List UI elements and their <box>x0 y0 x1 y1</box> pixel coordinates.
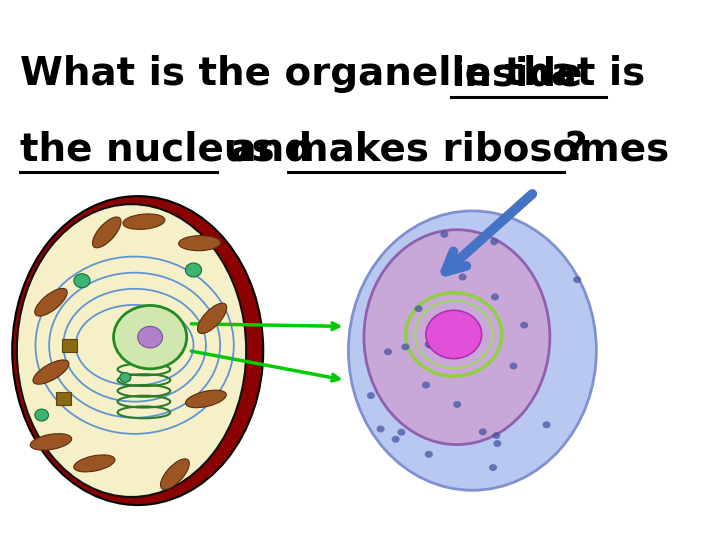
Ellipse shape <box>73 455 115 472</box>
FancyBboxPatch shape <box>56 393 71 406</box>
Ellipse shape <box>92 217 121 248</box>
Ellipse shape <box>35 409 48 421</box>
Ellipse shape <box>422 382 430 389</box>
Text: and: and <box>217 130 325 168</box>
Ellipse shape <box>479 428 487 435</box>
Ellipse shape <box>520 322 528 329</box>
Ellipse shape <box>489 464 497 471</box>
Text: makes ribosomes: makes ribosomes <box>288 130 670 168</box>
Ellipse shape <box>33 360 69 384</box>
Ellipse shape <box>35 288 67 316</box>
Ellipse shape <box>197 303 227 334</box>
Ellipse shape <box>12 196 264 505</box>
Ellipse shape <box>120 373 131 382</box>
Ellipse shape <box>348 211 596 490</box>
Ellipse shape <box>543 421 551 428</box>
Text: inside: inside <box>451 55 582 93</box>
Ellipse shape <box>492 432 500 439</box>
Ellipse shape <box>425 451 433 458</box>
Ellipse shape <box>74 274 90 288</box>
Text: What is the organelle that is: What is the organelle that is <box>20 55 659 93</box>
Ellipse shape <box>401 343 410 350</box>
Ellipse shape <box>161 459 189 489</box>
Ellipse shape <box>397 429 405 436</box>
Ellipse shape <box>384 348 392 355</box>
Ellipse shape <box>426 342 434 349</box>
Ellipse shape <box>426 310 482 359</box>
Ellipse shape <box>510 362 518 369</box>
Ellipse shape <box>186 390 226 408</box>
Ellipse shape <box>364 230 550 444</box>
Ellipse shape <box>459 274 467 281</box>
Text: ?: ? <box>564 130 587 168</box>
Text: the nucleus: the nucleus <box>20 130 274 168</box>
Ellipse shape <box>392 436 400 443</box>
Ellipse shape <box>441 231 449 238</box>
Ellipse shape <box>425 341 433 348</box>
Ellipse shape <box>415 305 423 312</box>
Ellipse shape <box>30 434 72 450</box>
Ellipse shape <box>17 204 246 497</box>
Ellipse shape <box>490 238 498 245</box>
Ellipse shape <box>138 326 163 348</box>
Ellipse shape <box>186 263 202 277</box>
Ellipse shape <box>493 440 501 447</box>
FancyBboxPatch shape <box>62 339 77 352</box>
Ellipse shape <box>179 235 221 251</box>
Ellipse shape <box>367 392 375 399</box>
Ellipse shape <box>114 306 186 369</box>
Ellipse shape <box>453 401 462 408</box>
Ellipse shape <box>123 214 165 230</box>
Ellipse shape <box>377 426 384 433</box>
Ellipse shape <box>491 293 499 300</box>
Ellipse shape <box>573 276 581 283</box>
